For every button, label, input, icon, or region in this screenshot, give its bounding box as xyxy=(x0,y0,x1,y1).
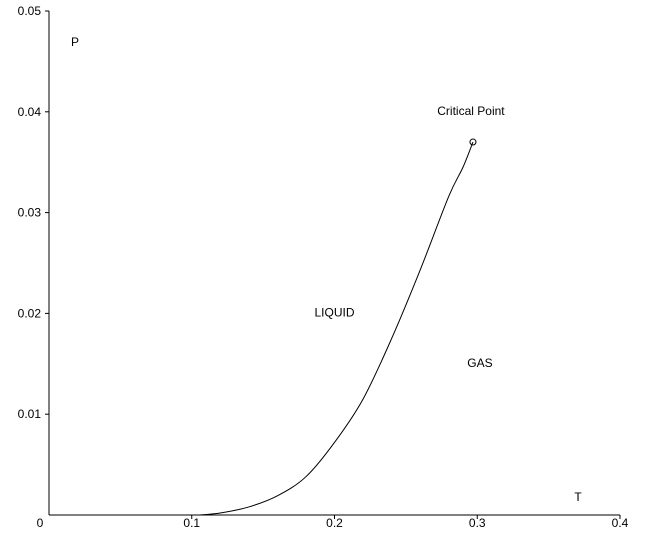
x-tick-label: 0.4 xyxy=(612,516,629,530)
annotation-label: Critical Point xyxy=(437,104,505,118)
y-tick-label: 0.03 xyxy=(18,206,42,220)
annotation-label: GAS xyxy=(467,356,492,370)
y-axis-label: P xyxy=(71,35,79,49)
x-axis-label: T xyxy=(574,490,582,504)
axes xyxy=(48,11,620,516)
x-tick-label: 0.1 xyxy=(183,516,200,530)
series-layer xyxy=(198,138,477,516)
annotation-label: LIQUID xyxy=(315,305,355,319)
x-tick-label: 0.3 xyxy=(469,516,486,530)
y-tick-label: 0.05 xyxy=(18,4,42,18)
critical-point-marker xyxy=(469,138,477,146)
x-tick-label: 0 xyxy=(37,516,44,530)
x-tick-label: 0.2 xyxy=(326,516,343,530)
coexistence-curve xyxy=(198,141,474,516)
y-tick-label: 0.02 xyxy=(18,306,42,320)
ticks: 0 0.1 0.2 0.3 0.4 0.01 0.02 0.03 0.04 0.05 xyxy=(18,4,629,530)
annotations: Critical Point LIQUID GAS xyxy=(315,104,506,370)
y-tick-label: 0.01 xyxy=(18,407,42,421)
y-tick-label: 0.04 xyxy=(18,105,42,119)
